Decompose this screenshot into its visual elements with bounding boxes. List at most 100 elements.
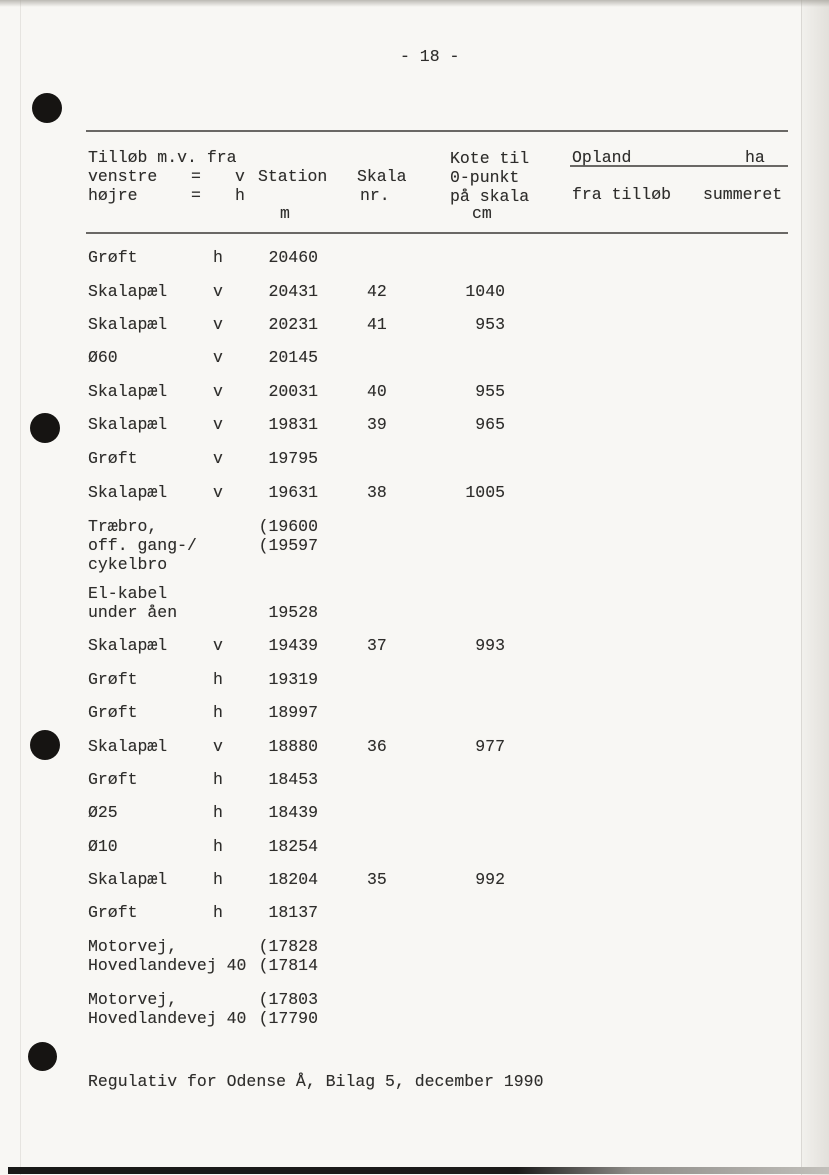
table-row: Skalapæl v 20031 40 955 [0,382,829,401]
tributary-cell: Skalapæl [88,382,168,401]
tributary-cell: Motorvej, Hovedlandevej 40 [88,990,247,1028]
station-cell: 20145 [268,348,318,367]
station-cell: 18137 [268,903,318,922]
hole-punch-icon [32,93,62,123]
page-number: - 18 - [400,47,460,66]
station-cell: (17803 (17790 [258,990,318,1028]
table-row: Grøft h 18137 [0,903,829,922]
table-rule-top [86,130,788,132]
header-tributary-line3-eq: = [191,186,201,205]
table-row: Motorvej, Hovedlandevej 40 (17803 (17790 [0,990,829,1028]
side-cell: h [213,248,223,267]
header-tributary-line2-code: v [235,167,245,186]
kote-cell: 993 [475,636,505,655]
skala-cell: 37 [367,636,387,655]
station-cell: 19319 [268,670,318,689]
station-cell: 20231 [268,315,318,334]
station-cell: (19600 (19597 [258,517,318,555]
side-cell: h [213,837,223,856]
scan-edge-left-line [20,0,21,1175]
footer-text: Regulativ for Odense Å, Bilag 5, decembe… [88,1072,544,1091]
table-row: Skalapæl v 19439 37 993 [0,636,829,655]
header-skala-title: Skala [357,167,407,186]
tributary-cell: Skalapæl [88,870,168,889]
hole-punch-icon [30,413,60,443]
kote-cell: 965 [475,415,505,434]
table-row: Træbro, off. gang-/ cykelbro (19600 (1959… [0,517,829,574]
tributary-cell: Ø25 [88,803,118,822]
table-row: Skalapæl v 20231 41 953 [0,315,829,334]
station-cell: 18439 [268,803,318,822]
header-kote-line2: 0-punkt [450,168,520,187]
kote-cell: 977 [475,737,505,756]
header-tributary-line3-label: højre [88,186,138,205]
tributary-cell: Skalapæl [88,483,168,502]
station-cell: 18254 [268,837,318,856]
table-row: Skalapæl h 18204 35 992 [0,870,829,889]
station-cell: 19831 [268,415,318,434]
header-opland-title: Opland [572,148,632,167]
station-cell: 20431 [268,282,318,301]
side-cell: h [213,870,223,889]
table-row: Motorvej, Hovedlandevej 40 (17828 (17814 [0,937,829,975]
table-rule-header-bottom [86,232,788,234]
tributary-cell: Grøft [88,670,138,689]
scan-edge-top [0,0,829,7]
skala-cell: 42 [367,282,387,301]
scan-edge-right [802,0,829,1175]
station-cell: 18453 [268,770,318,789]
table-row: Grøft h 19319 [0,670,829,689]
header-kote-unit: cm [472,204,492,223]
side-cell: h [213,770,223,789]
kote-cell: 955 [475,382,505,401]
header-tributary-line2-label: venstre [88,167,158,186]
hole-punch-icon [30,730,60,760]
tributary-cell: Skalapæl [88,415,168,434]
header-tributary-line1: Tilløb m.v. fra [88,148,237,167]
table-row: Ø60 v 20145 [0,348,829,367]
header-kote-line1: Kote til [450,149,530,168]
side-cell: v [213,415,223,434]
table-row: Grøft h 18453 [0,770,829,789]
tributary-cell: Træbro, off. gang-/ cykelbro [88,517,197,574]
kote-cell: 992 [475,870,505,889]
station-cell: 18997 [268,703,318,722]
station-cell: 18880 [268,737,318,756]
tributary-cell: Skalapæl [88,315,168,334]
table-row: Skalapæl v 19831 39 965 [0,415,829,434]
skala-cell: 40 [367,382,387,401]
side-cell: h [213,703,223,722]
station-cell: 19631 [268,483,318,502]
station-cell: 20031 [268,382,318,401]
side-cell: v [213,282,223,301]
side-cell: v [213,483,223,502]
scan-edge-right-line [801,0,802,1175]
tributary-cell: Grøft [88,903,138,922]
tributary-cell: Skalapæl [88,282,168,301]
skala-cell: 35 [367,870,387,889]
header-opland-sub-left: fra tilløb [572,185,672,204]
scan-edge-bottom [8,1167,829,1174]
station-cell: 20460 [268,248,318,267]
header-opland-underline [570,165,788,167]
station-cell: 18204 [268,870,318,889]
tributary-cell: Grøft [88,770,138,789]
hole-punch-icon [28,1042,57,1071]
skala-cell: 36 [367,737,387,756]
header-opland-unit: ha [745,148,765,167]
tributary-cell: Skalapæl [88,737,168,756]
skala-cell: 41 [367,315,387,334]
side-cell: v [213,737,223,756]
kote-cell: 1005 [465,483,505,502]
kote-cell: 953 [475,315,505,334]
header-opland-sub-right: summeret [703,185,783,204]
side-cell: v [213,315,223,334]
tributary-cell: Motorvej, Hovedlandevej 40 [88,937,247,975]
tributary-cell: Ø60 [88,348,118,367]
tributary-cell: El-kabel under åen [88,584,178,622]
header-station-title: Station [258,167,328,186]
header-station-unit: m [280,204,290,223]
side-cell: h [213,903,223,922]
table-row: Ø25 h 18439 [0,803,829,822]
